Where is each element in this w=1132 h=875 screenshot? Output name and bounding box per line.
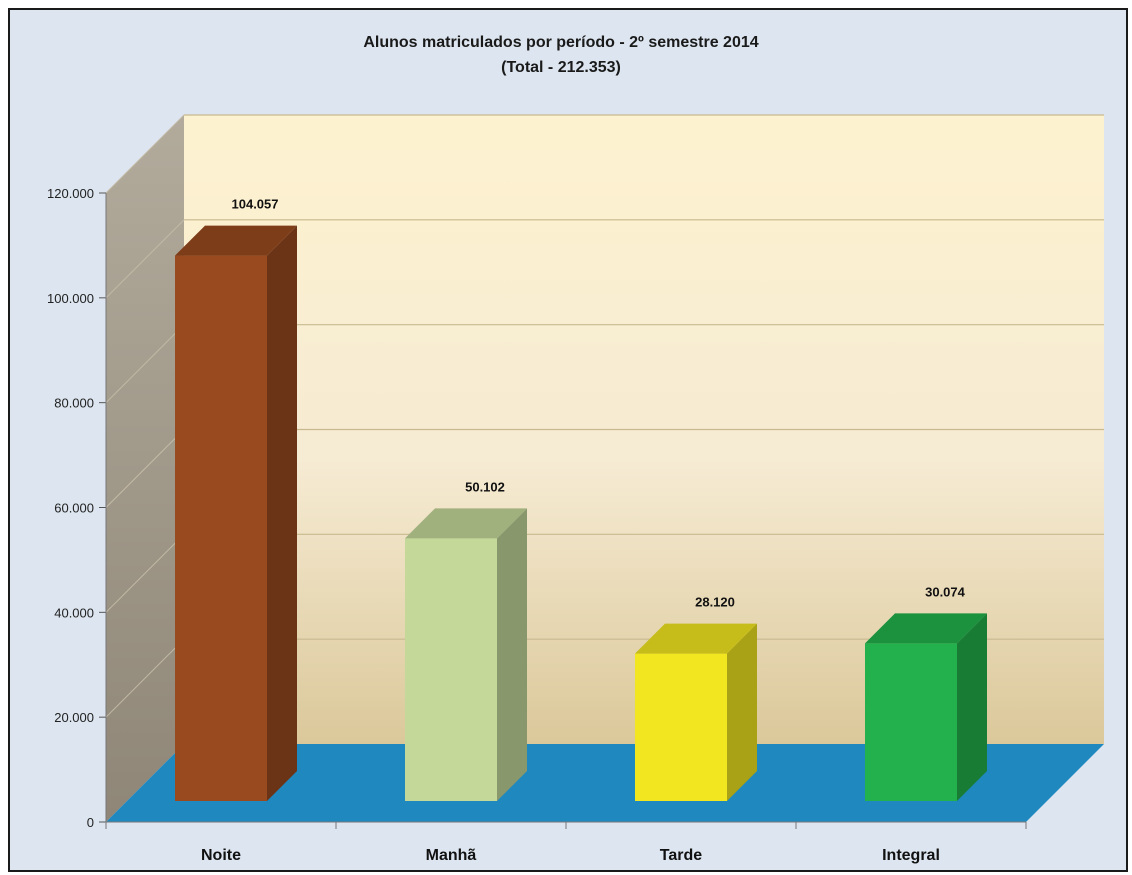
bar-top (635, 623, 757, 654)
y-tick-label: 120.000 (47, 186, 94, 201)
bar-manha (405, 508, 527, 801)
category-label: Manhã (426, 847, 477, 864)
gridline-side (105, 638, 185, 718)
bar-front (175, 255, 267, 802)
category-label: Tarde (660, 847, 702, 864)
bars-group: 104.057 50.102 28.120 30.074 (175, 197, 987, 802)
bar-front (405, 538, 497, 801)
y-tick-label: 0 (87, 815, 94, 830)
data-label: 30.074 (925, 584, 966, 599)
floor (106, 744, 1104, 822)
bar-top (175, 225, 297, 256)
y-tick-label: 40.000 (54, 605, 94, 620)
y-tick-label: 20.000 (54, 710, 94, 725)
gridline-side (105, 219, 185, 299)
category-label: Integral (882, 847, 940, 864)
chart-subtitle: (Total - 212.353) (501, 59, 621, 76)
gridline-side (105, 114, 185, 194)
axes-group: 0 20.000 40.000 60.000 80.000 100.000 120.000 N… (47, 186, 1027, 864)
gridline-side (105, 533, 185, 613)
gridline-side (105, 324, 185, 404)
bar-noite (175, 225, 297, 802)
bar-tarde (635, 623, 757, 801)
bar-side (497, 508, 527, 801)
chart-title: Alunos matriculados por período - 2º sem… (363, 34, 758, 51)
bar-top (865, 613, 987, 644)
bar-side (267, 225, 297, 802)
category-label: Noite (201, 847, 241, 864)
bar-integral (865, 613, 987, 801)
bar-top (405, 508, 527, 539)
y-tick-label: 100.000 (47, 291, 94, 306)
y-tick-label: 80.000 (54, 396, 94, 411)
data-label: 104.057 (232, 197, 279, 212)
gridline-side (105, 429, 185, 508)
bar-front (635, 653, 727, 801)
chart-frame: 104.057 50.102 28.120 30.074 0 20.000 40.000 6… (8, 8, 1128, 872)
bar-front (865, 643, 957, 801)
bar-side (957, 613, 987, 801)
bar-side (727, 623, 757, 801)
bar-chart: 104.057 50.102 28.120 30.074 0 20.000 40.000 6… (47, 34, 1104, 864)
y-tick-label: 60.000 (54, 501, 94, 516)
data-label: 28.120 (695, 595, 735, 610)
data-label: 50.102 (465, 479, 505, 494)
gridlines (105, 114, 1104, 718)
